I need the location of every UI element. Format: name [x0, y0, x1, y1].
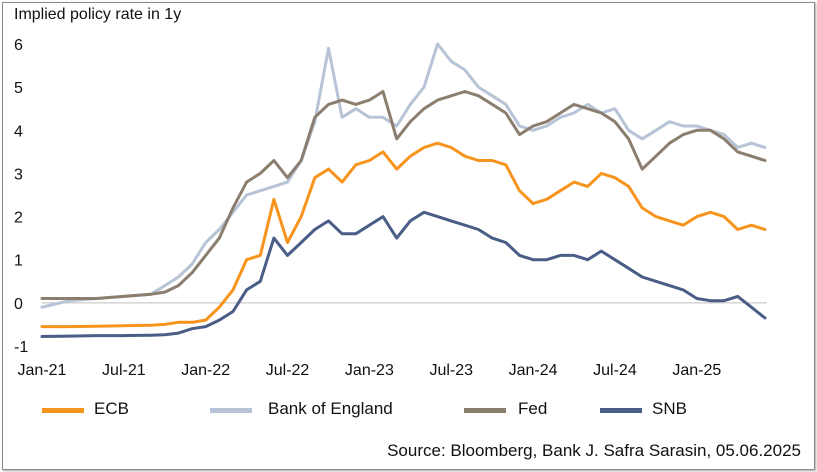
y-tick-label: 3 [14, 166, 23, 183]
y-tick-label: 1 [14, 253, 23, 270]
y-tick-labels: -1 0 1 2 3 4 5 6 [14, 37, 28, 356]
legend-label-bank-of-england: Bank of England [268, 399, 393, 418]
legend-swatch-fed [464, 408, 506, 413]
y-tick-label: 4 [14, 123, 23, 140]
y-tick-label: -1 [14, 339, 28, 356]
y-tick-label: 6 [14, 37, 23, 54]
x-tick-label: Jan-22 [181, 362, 230, 379]
source-note: Source: Bloomberg, Bank J. Safra Sarasin… [387, 441, 801, 460]
y-tick-label: 5 [14, 80, 23, 97]
y-tick-label: 2 [14, 210, 23, 227]
y-axis-title: Implied policy rate in 1y [14, 6, 182, 23]
x-tick-label: Jul-23 [429, 362, 473, 379]
x-tick-label: Jul-24 [593, 362, 637, 379]
legend: ECB Bank of England Fed SNB [0, 398, 817, 422]
x-tick-label: Jul-22 [266, 362, 310, 379]
legend-swatch-snb [600, 408, 642, 413]
series-line-ecb [40, 141, 767, 329]
x-tick-label: Jan-24 [509, 362, 558, 379]
series-line-bank-of-england [40, 42, 767, 309]
x-tick-label: Jan-21 [18, 362, 67, 379]
legend-swatch-ecb [42, 408, 84, 413]
x-tick-label: Jan-23 [345, 362, 394, 379]
y-tick-label: 0 [14, 296, 23, 313]
series-line-fed [40, 90, 767, 300]
legend-label-fed: Fed [518, 399, 548, 418]
legend-swatch-bank-of-england [210, 408, 252, 413]
legend-label-snb: SNB [652, 399, 687, 418]
x-tick-label: Jul-21 [102, 362, 146, 379]
series-lines [40, 42, 767, 338]
x-tick-labels: Jan-21 Jul-21 Jan-22 Jul-22 Jan-23 Jul-23 Jan-… [18, 362, 722, 379]
legend-label-ecb: ECB [94, 399, 129, 418]
series-line-snb [40, 210, 767, 338]
x-tick-label: Jan-25 [672, 362, 721, 379]
